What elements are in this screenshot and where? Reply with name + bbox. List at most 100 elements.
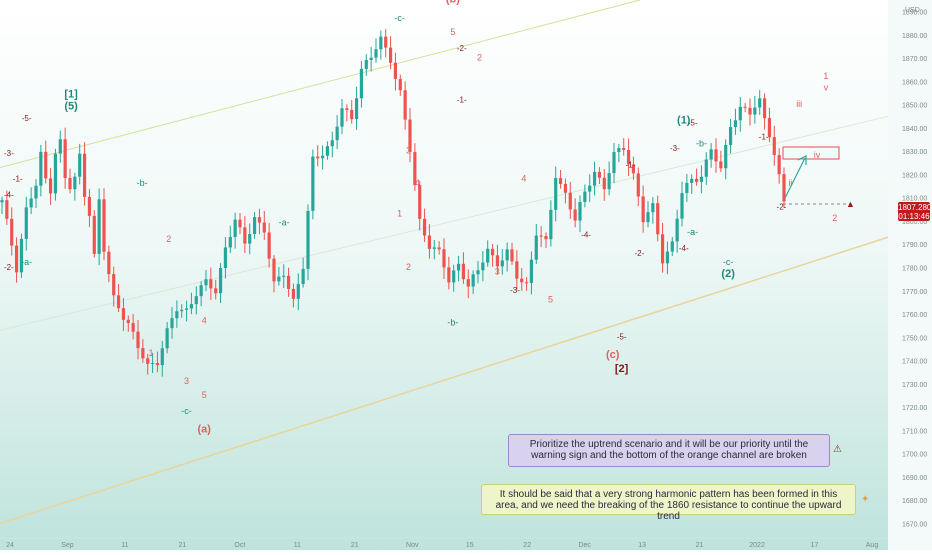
time-axis[interactable]: 24 Sep 11 21 Oct 11 21 Nov 15 22 Dec 13 21 2022 17 Aug: [0, 537, 888, 549]
current-price-value: 1807.280: [898, 203, 932, 212]
price-tick-label: 1680.00: [902, 498, 927, 505]
candle-body: [728, 127, 733, 145]
candle-body: [607, 173, 611, 190]
price-tick-label: 1700.00: [902, 452, 927, 459]
wave-label: 4: [415, 178, 420, 188]
candle-body: [422, 218, 427, 236]
warning-icon: ⚠: [833, 444, 842, 455]
wave-label: 3: [406, 146, 411, 156]
candle-body: [10, 218, 14, 246]
wave-label: ii: [788, 178, 792, 188]
time-tick-label: Nov: [406, 542, 419, 549]
wave-label: (a): [198, 424, 212, 436]
candle-body: [155, 362, 160, 366]
candle-body: [53, 153, 58, 194]
candle-body: [350, 109, 354, 120]
candle-body: [568, 192, 572, 210]
candle-body: [442, 249, 446, 268]
wave-label: v: [824, 83, 829, 93]
wave-label: 5: [450, 27, 455, 37]
candle-body: [354, 98, 359, 120]
candle-body: [214, 288, 218, 294]
candle-body: [709, 149, 713, 160]
candle-body: [199, 285, 203, 297]
candle-body: [320, 155, 325, 159]
candle-body: [131, 323, 135, 332]
candle-body: [189, 304, 194, 309]
candle-body: [534, 235, 538, 260]
price-tick-label: 1740.00: [902, 359, 927, 366]
price-tick-label: 1750.00: [902, 335, 927, 342]
wave-label: -3-: [510, 286, 520, 295]
time-tick-label: 21: [351, 542, 359, 549]
wave-label: -4-: [4, 191, 14, 200]
channel-lower-line: [0, 236, 889, 525]
candle-body: [136, 331, 140, 349]
candle-body: [622, 148, 626, 150]
candle-body: [490, 248, 495, 256]
wave-label: (5): [64, 100, 78, 112]
wave-label: 3: [184, 376, 189, 386]
wave-label: -2-: [777, 202, 787, 211]
wave-label: -a-: [687, 227, 698, 237]
candle-body: [714, 149, 718, 162]
price-tick-label: 1670.00: [902, 521, 927, 528]
candle-body: [29, 198, 33, 208]
candle-body: [107, 251, 111, 275]
current-price-tag: 1807.280 01:13:46: [898, 202, 932, 221]
candle-body: [777, 155, 781, 175]
wave-label: 1: [397, 208, 402, 218]
candle-body: [87, 196, 92, 216]
wave-label: -c-: [394, 13, 405, 23]
wave-label: -4-: [581, 230, 591, 239]
candle-body: [282, 275, 286, 277]
candle-body: [68, 177, 72, 190]
candle-body: [19, 238, 24, 273]
wave-label: -b-: [137, 178, 148, 188]
candle-body: [223, 247, 228, 269]
price-tick-label: 1790.00: [902, 242, 927, 249]
wave-label: 2: [406, 262, 411, 272]
time-tick-label: 17: [811, 542, 819, 549]
candle-body: [112, 274, 116, 296]
wave-label: (c): [606, 349, 620, 361]
target-zone: [782, 146, 840, 160]
price-axis[interactable]: 1890.00 1880.00 1870.00 1860.00 1850.00 1840.…: [902, 10, 927, 529]
price-tick-label: 1860.00: [902, 79, 927, 86]
wave-label: -3-: [670, 144, 680, 153]
candle-body: [646, 212, 650, 223]
candle-body: [165, 328, 169, 349]
candle-body: [510, 249, 514, 262]
candle-body: [418, 185, 422, 219]
candle-body: [306, 210, 310, 269]
wave-label: [1]: [64, 89, 78, 101]
candle-body: [456, 263, 461, 271]
candle-body: [44, 151, 48, 179]
candle-body: [160, 348, 164, 366]
wave-label: 4: [202, 315, 207, 325]
candle-body: [704, 159, 708, 177]
candle-body: [408, 119, 412, 153]
candle-body: [699, 176, 704, 182]
candle-body: [63, 139, 67, 178]
candle-body: [413, 152, 417, 186]
wave-label: -c-: [181, 406, 192, 416]
candle-body: [685, 182, 689, 194]
wave-label: -5-: [617, 333, 627, 342]
candle-body: [116, 295, 121, 309]
candle-body: [738, 106, 742, 121]
wave-label: -2-: [457, 44, 467, 53]
price-tick-label: 1760.00: [902, 312, 927, 319]
candle-body: [500, 260, 504, 267]
candlesticks: [0, 29, 786, 377]
candle-body: [5, 200, 9, 219]
candle-body: [388, 47, 393, 63]
candle-body: [539, 235, 543, 237]
wave-labels: [1](5)-c--a--b--b--a--c-(1)-b--a--c-(2)-…: [4, 0, 837, 436]
candle-body: [748, 107, 752, 115]
candle-body: [180, 309, 184, 312]
candle-body: [520, 278, 524, 283]
price-tick-label: 1880.00: [902, 33, 927, 40]
candle-body: [102, 199, 106, 252]
candle-body: [471, 274, 475, 287]
